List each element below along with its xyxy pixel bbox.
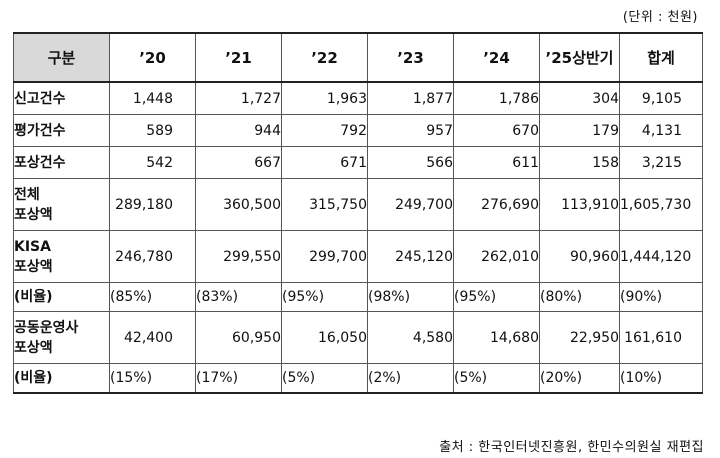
table-cell: (20%): [539, 363, 620, 394]
unit-note: (단위 : 천원): [622, 10, 698, 25]
table-cell: 1,963: [281, 81, 368, 115]
header-category: 구분: [13, 32, 110, 83]
row-label: (비율): [13, 363, 110, 394]
table-cell: 289,180: [109, 178, 196, 231]
total-cell: 4,131: [619, 114, 703, 147]
table-cell: (98%): [367, 282, 454, 312]
table-cell: 671: [281, 146, 368, 179]
table-cell: 16,050: [281, 311, 368, 364]
row-label-line: 평가건수: [14, 122, 66, 139]
total-cell: 1,444,120: [619, 230, 703, 283]
table-row: 공동운영사 포상액 42,400 60,950 16,050 4,580 14,680 22,…: [13, 311, 703, 364]
row-label-line: 포상건수: [14, 154, 66, 171]
table-cell: 90,960: [539, 230, 620, 283]
table-cell: 667: [195, 146, 282, 179]
table-row: KISA 포상액 246,780 299,550 299,700 245,120 262,0…: [13, 230, 703, 283]
table-cell: 113,910: [539, 178, 620, 231]
row-label-line: 전체: [14, 186, 40, 203]
table-cell: 566: [367, 146, 454, 179]
table-cell: 611: [453, 146, 540, 179]
table-cell: (95%): [281, 282, 368, 312]
total-cell: 9,105: [619, 81, 703, 115]
total-cell: 3,215: [619, 146, 703, 179]
table-cell: 957: [367, 114, 454, 147]
table-cell: (95%): [453, 282, 540, 312]
row-label-line: 포상액: [14, 258, 53, 275]
header-2022: ’22: [281, 32, 368, 83]
header-row: 구분 ’20 ’21 ’22 ’23 ’24 ’25상반기 합계: [13, 32, 703, 83]
table-row: 포상건수 542 667 671 566 611 158 3,215: [13, 146, 703, 179]
header-total: 합계: [619, 32, 703, 83]
table-cell: (5%): [281, 363, 368, 394]
table-cell: (5%): [453, 363, 540, 394]
table-cell: 542: [109, 146, 196, 179]
table-cell: 315,750: [281, 178, 368, 231]
total-cell: (90%): [619, 282, 703, 312]
table-cell: 42,400: [109, 311, 196, 364]
table-cell: 299,700: [281, 230, 368, 283]
row-label-line: 포상액: [14, 339, 53, 356]
table-cell: 1,786: [453, 81, 540, 115]
table-cell: 792: [281, 114, 368, 147]
total-cell: 161,610: [619, 311, 703, 364]
table-cell: 246,780: [109, 230, 196, 283]
table-cell: 670: [453, 114, 540, 147]
table-cell: 179: [539, 114, 620, 147]
table-cell: (80%): [539, 282, 620, 312]
table-cell: 304: [539, 81, 620, 115]
row-label-line: 신고건수: [14, 90, 66, 107]
table-cell: 249,700: [367, 178, 454, 231]
row-label-line: 공동운영사: [14, 319, 79, 336]
header-2020: ’20: [109, 32, 196, 83]
table-cell: (85%): [109, 282, 196, 312]
row-label: (비율): [13, 282, 110, 312]
table-cell: (17%): [195, 363, 282, 394]
row-label-line: 포상액: [14, 206, 53, 223]
table-cell: (15%): [109, 363, 196, 394]
table-cell: 1,727: [195, 81, 282, 115]
table-cell: 1,877: [367, 81, 454, 115]
table-cell: 1,448: [109, 81, 196, 115]
table-cell: 276,690: [453, 178, 540, 231]
row-label: 포상건수: [13, 146, 110, 179]
table-cell: (83%): [195, 282, 282, 312]
table-cell: 245,120: [367, 230, 454, 283]
table-cell: 22,950: [539, 311, 620, 364]
total-cell: (10%): [619, 363, 703, 394]
total-cell: 1,605,730: [619, 178, 703, 231]
header-2024: ’24: [453, 32, 540, 83]
table-cell: 14,680: [453, 311, 540, 364]
header-2021: ’21: [195, 32, 282, 83]
row-label: KISA 포상액: [13, 230, 110, 283]
table-row: 신고건수 1,448 1,727 1,963 1,877 1,786 304 9,105: [13, 81, 703, 115]
reward-stats-table: 구분 ’20 ’21 ’22 ’23 ’24 ’25상반기 합계 신고건수 1,4…: [13, 32, 703, 394]
source-note: 출처 : 한국인터넷진흥원, 한민수의원실 재편집: [439, 440, 704, 455]
table-row: (비율) (85%) (83%) (95%) (98%) (95%) (80%) (90%): [13, 282, 703, 312]
table-cell: 262,010: [453, 230, 540, 283]
table-cell: 589: [109, 114, 196, 147]
table-row: 평가건수 589 944 792 957 670 179 4,131: [13, 114, 703, 147]
table-cell: 299,550: [195, 230, 282, 283]
row-label-line: (비율): [14, 289, 53, 305]
row-label-line: KISA: [14, 238, 51, 255]
table-cell: 60,950: [195, 311, 282, 364]
row-label: 평가건수: [13, 114, 110, 147]
table-row: (비율) (15%) (17%) (5%) (2%) (5%) (20%) (10%): [13, 363, 703, 394]
header-2025-h1: ’25상반기: [539, 32, 620, 83]
row-label: 신고건수: [13, 81, 110, 115]
row-label-line: (비율): [14, 370, 53, 386]
header-2023: ’23: [367, 32, 454, 83]
table-cell: 360,500: [195, 178, 282, 231]
table-cell: 944: [195, 114, 282, 147]
table-row: 전체 포상액 289,180 360,500 315,750 249,700 276,690…: [13, 178, 703, 231]
table-cell: 4,580: [367, 311, 454, 364]
table-cell: 158: [539, 146, 620, 179]
table-cell: (2%): [367, 363, 454, 394]
